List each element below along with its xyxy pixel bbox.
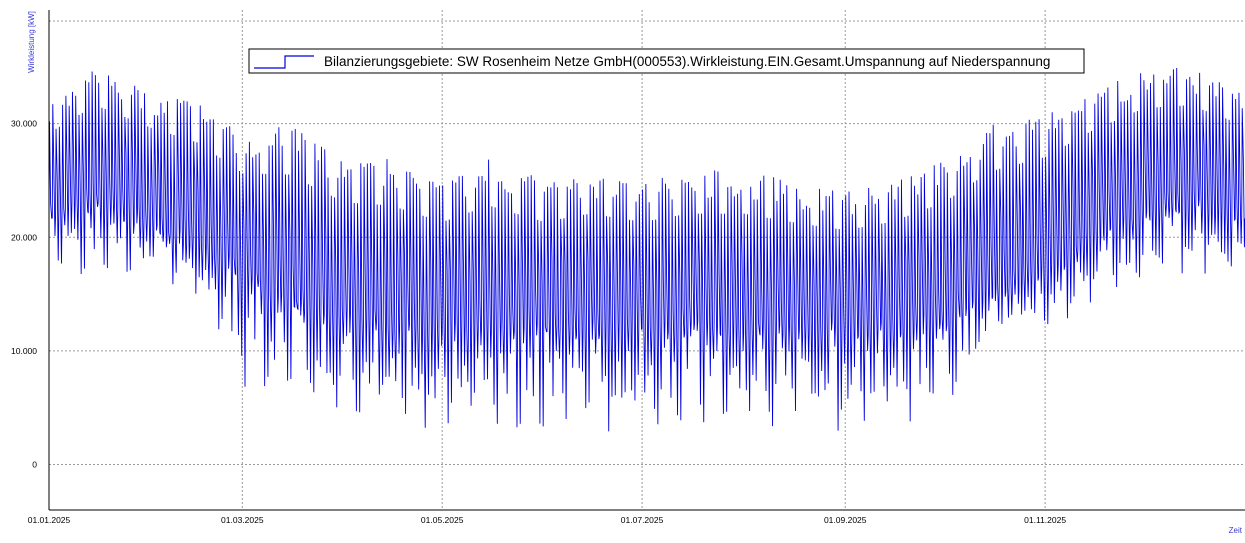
legend-swatch: [254, 55, 314, 69]
x-tick-label: 01.01.2025: [28, 515, 71, 525]
x-tick-label: 01.11.2025: [1024, 515, 1066, 525]
y-axis-title: Wirkleistung [kW]: [27, 11, 36, 73]
axis-layer: 0 10.000 20.000 30.000 01.01.2025 01.03.2025 0…: [11, 10, 1245, 535]
y-tick-label: 30.000: [11, 119, 37, 129]
data-layer: [48, 67, 1245, 432]
legend: Bilanzierungsgebiete: SW Rosenheim Netze…: [248, 48, 1085, 74]
x-tick-label: 01.05.2025: [421, 515, 464, 525]
x-tick-label: 01.09.2025: [824, 515, 867, 525]
y-tick-label: 20.000: [11, 232, 37, 242]
legend-box: [248, 48, 1085, 74]
x-axis-title: Zeit: [1229, 526, 1243, 535]
x-tick-label: 01.03.2025: [221, 515, 264, 525]
y-tick-label: 10.000: [11, 346, 37, 356]
y-tick-label: 0: [32, 460, 37, 470]
x-tick-label: 01.07.2025: [621, 515, 664, 525]
series-line-wirkleistung: [48, 67, 1245, 432]
legend-entry-label: Bilanzierungsgebiete: SW Rosenheim Netze…: [324, 54, 1050, 69]
